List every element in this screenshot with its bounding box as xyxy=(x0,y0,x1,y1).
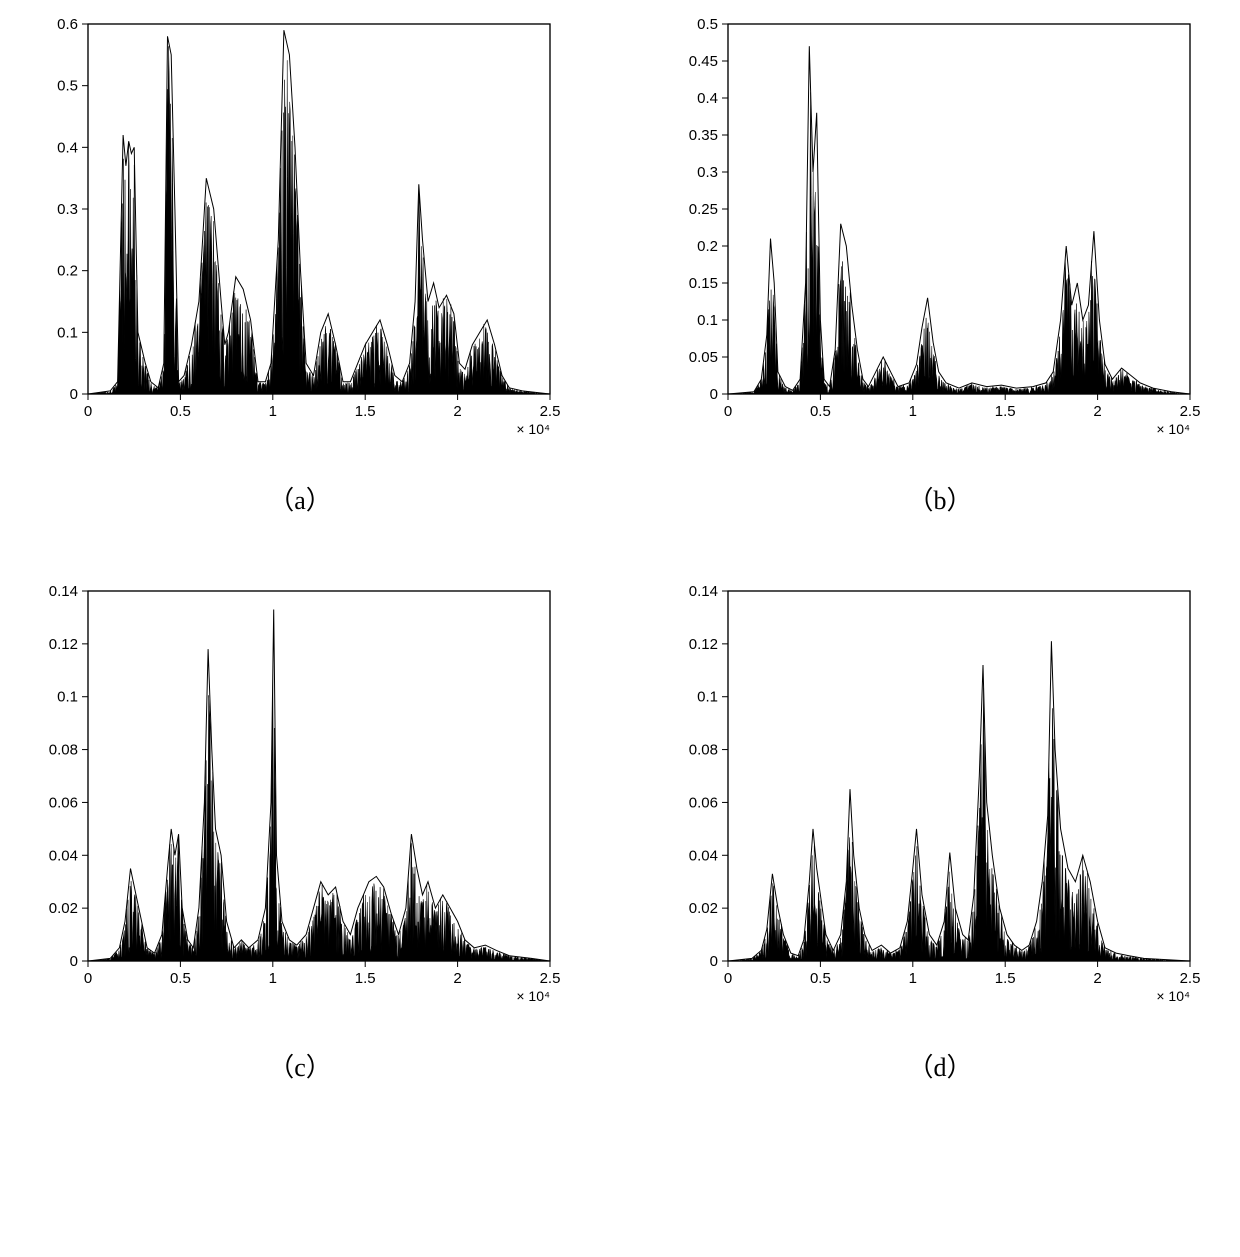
svg-text:0.4: 0.4 xyxy=(697,90,718,107)
svg-text:0.1: 0.1 xyxy=(697,312,718,329)
svg-text:0.25: 0.25 xyxy=(689,201,718,218)
svg-text:2: 2 xyxy=(1093,403,1101,420)
figure-grid: 0 0.5 1 1.5 2 2.5 0 0.1 0.2 0.3 0.4 0.5 0.6 × 10⁴ （a）… xyxy=(20,10,1220,1084)
svg-text:1: 1 xyxy=(909,403,917,420)
chart-b-wrap: 0 0.5 1 1.5 2 2.5 0 0.05 0.1 0.15 0.2 0.25 0.3 0.35 0.… xyxy=(670,10,1210,440)
svg-text:0.12: 0.12 xyxy=(49,636,78,653)
caption-b: （b） xyxy=(907,480,972,517)
svg-text:2.5: 2.5 xyxy=(540,403,561,420)
chart-d-wrap: 0 0.5 1 1.5 2 2.5 0 0.02 0.04 0.06 0.08 0.1 0.12 0.14… xyxy=(670,577,1210,1007)
svg-text:0.02: 0.02 xyxy=(689,900,718,917)
svg-text:0: 0 xyxy=(724,970,732,987)
svg-text:0.6: 0.6 xyxy=(57,16,78,33)
svg-text:1.5: 1.5 xyxy=(995,970,1016,987)
svg-text:0.3: 0.3 xyxy=(57,201,78,218)
svg-text:1.5: 1.5 xyxy=(995,403,1016,420)
chart-c-wrap: 0 0.5 1 1.5 2 2.5 0 0.02 0.04 0.06 0.08 0.1 0.12 0.14… xyxy=(30,577,570,1007)
svg-text:0.05: 0.05 xyxy=(689,349,718,366)
svg-text:0.15: 0.15 xyxy=(689,275,718,292)
chart-a-wrap: 0 0.5 1 1.5 2 2.5 0 0.1 0.2 0.3 0.4 0.5 0.6 × 10⁴ xyxy=(30,10,570,440)
svg-text:0.1: 0.1 xyxy=(697,689,718,706)
svg-text:2: 2 xyxy=(453,970,461,987)
svg-text:2.5: 2.5 xyxy=(1180,970,1201,987)
svg-text:1: 1 xyxy=(269,970,277,987)
svg-text:1: 1 xyxy=(909,970,917,987)
svg-text:2: 2 xyxy=(1093,970,1101,987)
panel-d: 0 0.5 1 1.5 2 2.5 0 0.02 0.04 0.06 0.08 0.1 0.12 0.14… xyxy=(660,577,1220,1084)
svg-text:0.4: 0.4 xyxy=(57,139,78,156)
svg-text:0.02: 0.02 xyxy=(49,900,78,917)
signal-b xyxy=(728,92,1190,394)
svg-text:0.35: 0.35 xyxy=(689,127,718,144)
svg-text:0.12: 0.12 xyxy=(689,636,718,653)
chart-c: 0 0.5 1 1.5 2 2.5 0 0.02 0.04 0.06 0.08 0.1 0.12 0.14… xyxy=(30,577,570,1007)
svg-text:× 10⁴: × 10⁴ xyxy=(516,988,550,1004)
svg-text:0: 0 xyxy=(724,403,732,420)
panel-b: 0 0.5 1 1.5 2 2.5 0 0.05 0.1 0.15 0.2 0.25 0.3 0.35 0.… xyxy=(660,10,1220,517)
svg-text:× 10⁴: × 10⁴ xyxy=(516,421,550,437)
svg-text:0.5: 0.5 xyxy=(170,403,191,420)
svg-text:0: 0 xyxy=(710,386,718,403)
chart-d: 0 0.5 1 1.5 2 2.5 0 0.02 0.04 0.06 0.08 0.1 0.12 0.14… xyxy=(670,577,1210,1007)
svg-text:0.04: 0.04 xyxy=(49,847,78,864)
svg-text:1.5: 1.5 xyxy=(355,970,376,987)
svg-text:0.14: 0.14 xyxy=(689,583,718,600)
svg-text:0: 0 xyxy=(84,403,92,420)
svg-text:0.5: 0.5 xyxy=(57,78,78,95)
svg-text:× 10⁴: × 10⁴ xyxy=(1156,988,1190,1004)
svg-text:0.3: 0.3 xyxy=(697,164,718,181)
svg-text:0: 0 xyxy=(84,970,92,987)
svg-text:0.06: 0.06 xyxy=(49,794,78,811)
svg-text:1: 1 xyxy=(269,403,277,420)
panel-a: 0 0.5 1 1.5 2 2.5 0 0.1 0.2 0.3 0.4 0.5 0.6 × 10⁴ （a） xyxy=(20,10,580,517)
chart-a: 0 0.5 1 1.5 2 2.5 0 0.1 0.2 0.3 0.4 0.5 0.6 × 10⁴ xyxy=(30,10,570,440)
svg-text:0.08: 0.08 xyxy=(49,742,78,759)
svg-text:0.45: 0.45 xyxy=(689,53,718,70)
svg-text:1.5: 1.5 xyxy=(355,403,376,420)
svg-text:0: 0 xyxy=(710,953,718,970)
svg-text:0.1: 0.1 xyxy=(57,324,78,341)
svg-text:0.2: 0.2 xyxy=(57,263,78,280)
svg-text:2.5: 2.5 xyxy=(540,970,561,987)
svg-text:0.5: 0.5 xyxy=(810,970,831,987)
caption-d: （d） xyxy=(907,1047,972,1084)
caption-a: （a） xyxy=(268,480,332,517)
svg-text:0.5: 0.5 xyxy=(810,403,831,420)
svg-text:0: 0 xyxy=(70,386,78,403)
svg-text:0.2: 0.2 xyxy=(697,238,718,255)
svg-text:× 10⁴: × 10⁴ xyxy=(1156,421,1190,437)
chart-b: 0 0.5 1 1.5 2 2.5 0 0.05 0.1 0.15 0.2 0.25 0.3 0.35 0.… xyxy=(670,10,1210,440)
svg-text:0.14: 0.14 xyxy=(49,583,78,600)
svg-text:2: 2 xyxy=(453,403,461,420)
svg-text:0.08: 0.08 xyxy=(689,742,718,759)
svg-text:0: 0 xyxy=(70,953,78,970)
svg-text:0.1: 0.1 xyxy=(57,689,78,706)
caption-c: （c） xyxy=(268,1047,332,1084)
panel-c: 0 0.5 1 1.5 2 2.5 0 0.02 0.04 0.06 0.08 0.1 0.12 0.14… xyxy=(20,577,580,1084)
svg-text:0.5: 0.5 xyxy=(697,16,718,33)
svg-text:2.5: 2.5 xyxy=(1180,403,1201,420)
svg-text:0.06: 0.06 xyxy=(689,794,718,811)
svg-text:0.04: 0.04 xyxy=(689,847,718,864)
svg-text:0.5: 0.5 xyxy=(170,970,191,987)
signal-c xyxy=(88,666,550,962)
